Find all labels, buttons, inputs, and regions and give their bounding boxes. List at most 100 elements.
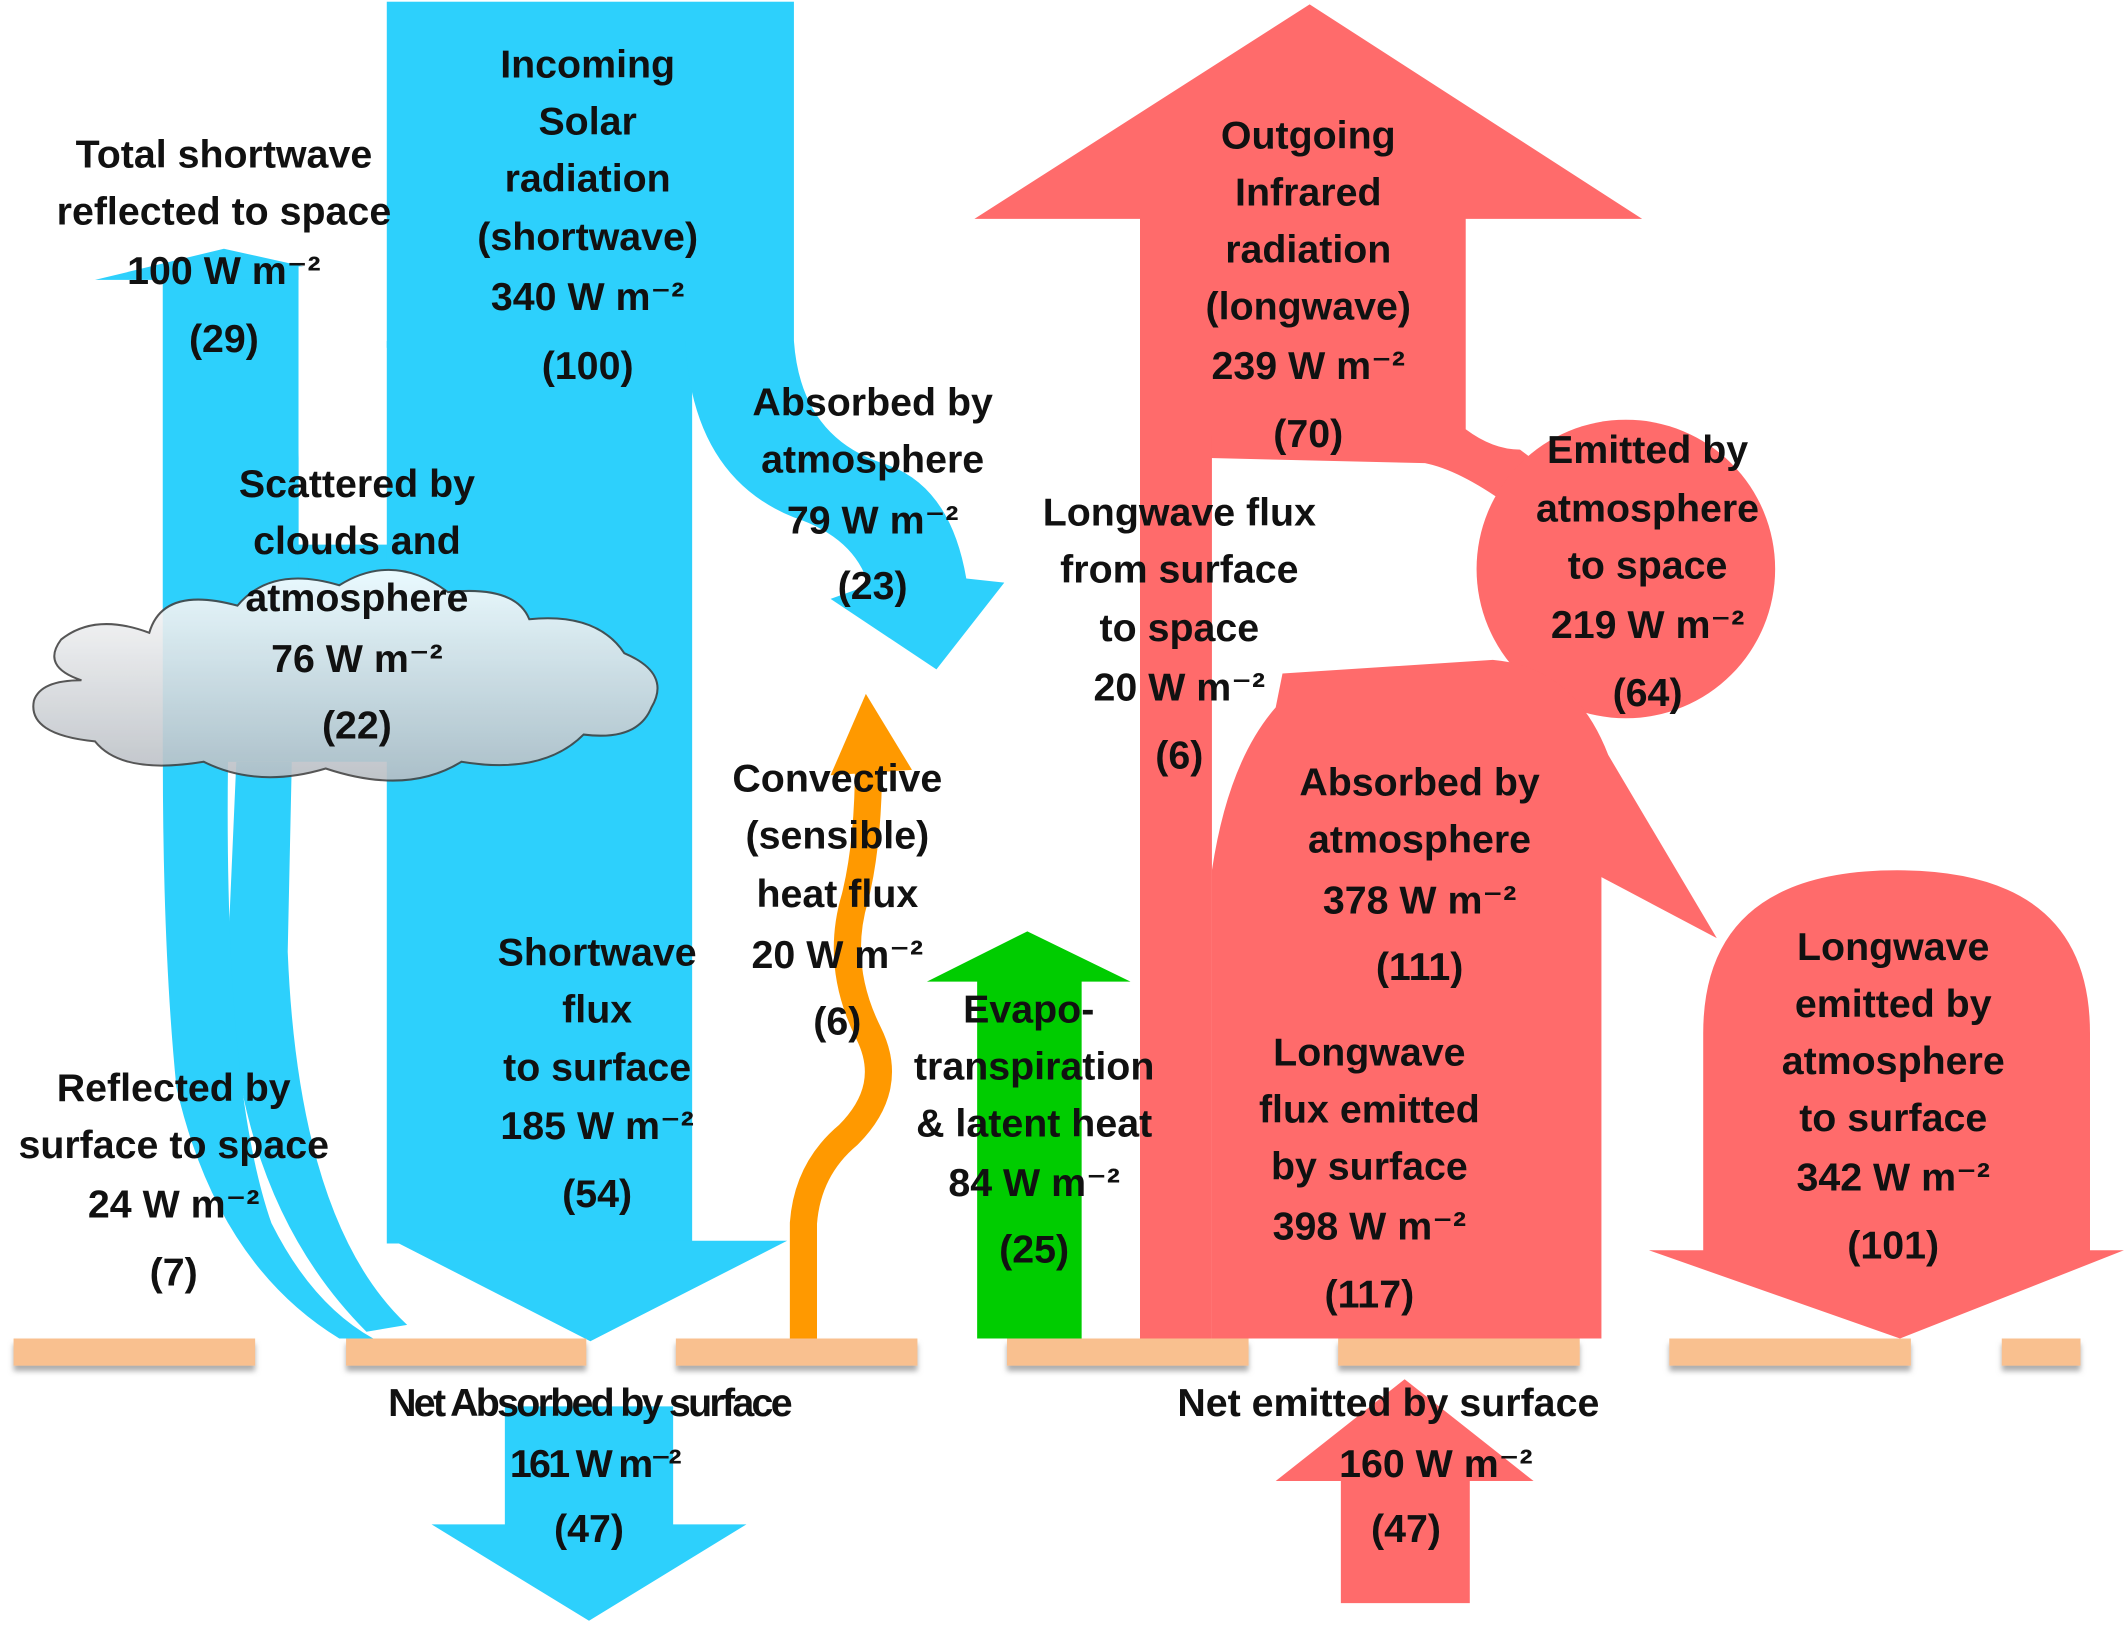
label-line: (longwave)	[1206, 284, 1411, 328]
ground-surface	[13, 1338, 2081, 1366]
convective-arrowhead	[830, 693, 912, 776]
label-value: 84 W m⁻²	[948, 1161, 1120, 1205]
outgoing-ir-arrow	[974, 4, 1643, 504]
net-emitted-arrow	[1275, 1379, 1534, 1604]
label-value: 398 W m⁻²	[1273, 1204, 1466, 1248]
label-percent: (100)	[542, 344, 634, 388]
label-line: to surface	[503, 1046, 691, 1090]
label-percent: (54)	[562, 1172, 632, 1216]
ground-segment	[1007, 1338, 1249, 1366]
label-line: Longwave flux	[1043, 491, 1316, 535]
label-line: radiation	[1225, 227, 1391, 271]
label-percent: (64)	[1613, 671, 1683, 715]
cloud-icon	[32, 568, 659, 782]
label-line: atmosphere	[1782, 1039, 2005, 1083]
label-line: Infrared	[1235, 170, 1381, 214]
label-value: 100 W m⁻²	[127, 249, 321, 293]
label-convective: Convective (sensible) heat flux 20 W m⁻²…	[732, 757, 942, 1044]
label-lw-emitted-surface: Longwave flux emitted by surface 398 W m…	[1259, 1031, 1480, 1317]
label-value: 185 W m⁻²	[500, 1104, 694, 1148]
reflected-shaft	[162, 279, 374, 1339]
label-lw-surface-space: Longwave flux from surface to space 20 W…	[1043, 491, 1316, 778]
label-line: & latent heat	[916, 1101, 1152, 1145]
label-sw-absorbed-atmosphere: Absorbed by atmosphere 79 W m⁻² (23)	[752, 381, 993, 608]
label-line: emitted by	[1795, 982, 1992, 1026]
label-line: flux emitted	[1259, 1088, 1480, 1132]
label-line: Absorbed by	[752, 381, 993, 425]
convective-heat-arrow	[789, 761, 892, 1339]
label-lw-atm-to-surface: Longwave emitted by atmosphere to surfac…	[1782, 925, 2005, 1268]
label-percent: (47)	[1371, 1507, 1441, 1551]
label-value: 340 W m⁻²	[491, 275, 685, 319]
label-percent: (47)	[554, 1507, 624, 1551]
incoming-solar-column	[386, 1, 794, 348]
sw-to-surface-arrowhead	[393, 1240, 788, 1342]
label-value: 20 W m⁻²	[752, 933, 924, 977]
label-value: 342 W m⁻²	[1796, 1156, 1990, 1200]
label-line: atmosphere	[1308, 818, 1531, 862]
label-value: 24 W m⁻²	[88, 1183, 260, 1227]
label-line: Net emitted by surface	[1177, 1381, 1599, 1425]
label-line: atmosphere	[245, 576, 468, 620]
label-percent: (7)	[150, 1251, 198, 1295]
latent-heat-arrow	[926, 931, 1131, 1339]
label-line: Solar	[538, 100, 636, 144]
sw-absorbed-atmosphere-arrow	[685, 341, 1005, 670]
label-line: atmosphere	[761, 438, 984, 482]
label-value: 20 W m⁻²	[1094, 666, 1266, 710]
label-line: radiation	[505, 157, 671, 201]
label-latent: Evapo- transpiration & latent heat 84 W …	[914, 987, 1154, 1271]
label-value: 239 W m⁻²	[1212, 344, 1406, 388]
label-net-emitted: Net emitted by surface 160 W m⁻² (47)	[1177, 1381, 1599, 1551]
label-line: Shortwave	[498, 930, 697, 974]
net-absorbed-arrow	[431, 1406, 747, 1621]
label-line: clouds and	[253, 519, 461, 563]
label-line: by surface	[1271, 1145, 1468, 1189]
label-value: 79 W m⁻²	[787, 499, 959, 543]
ground-segment	[675, 1338, 918, 1366]
label-scattered: Scattered by clouds and atmosphere 76 W …	[239, 462, 475, 748]
ground-segment	[1338, 1338, 1580, 1366]
label-line: Absorbed by	[1299, 761, 1540, 805]
ground-segment	[346, 1338, 587, 1366]
label-percent: (111)	[1376, 945, 1464, 989]
label-percent: (101)	[1847, 1223, 1939, 1267]
label-lw-absorbed-atmosphere: Absorbed by atmosphere 378 W m⁻² (111)	[1299, 761, 1540, 990]
label-line: Longwave	[1797, 925, 1989, 969]
label-line: (sensible)	[746, 814, 930, 858]
label-line: Reflected by	[57, 1066, 291, 1110]
ground-segment	[1669, 1338, 1911, 1366]
label-percent: (22)	[322, 704, 392, 748]
lw-surface-space-column	[1140, 436, 1212, 1339]
label-line: to surface	[1799, 1096, 1987, 1140]
label-value: 76 W m⁻²	[271, 637, 443, 681]
label-percent: (23)	[838, 564, 908, 608]
label-line: flux	[562, 987, 632, 1031]
ground-segment	[2001, 1338, 2081, 1366]
longwave-flows	[974, 4, 2124, 1604]
label-line: Total shortwave	[76, 132, 373, 176]
label-line: transpiration	[914, 1044, 1154, 1088]
label-reflected-surface: Reflected by surface to space 24 W m⁻² (…	[18, 1066, 329, 1295]
label-total-reflected: Total shortwave reflected to space 100 W…	[57, 132, 392, 361]
label-percent: (117)	[1325, 1272, 1415, 1316]
label-value: 378 W m⁻²	[1323, 879, 1517, 923]
label-line: heat flux	[756, 872, 918, 916]
label-line: Incoming	[500, 43, 675, 87]
emitted-atmosphere-space-circle	[1476, 419, 1776, 719]
label-value: 160 W m⁻²	[1339, 1442, 1532, 1486]
label-line: Net Absorbed by surface	[388, 1381, 792, 1425]
label-percent: (70)	[1273, 412, 1343, 456]
label-line: to space	[1100, 606, 1260, 650]
label-line: Convective	[732, 757, 942, 801]
label-percent: (25)	[999, 1228, 1069, 1272]
label-line: surface to space	[18, 1123, 329, 1167]
label-line: (shortwave)	[477, 215, 698, 259]
label-net-absorbed: Net Absorbed by surface 161 W m⁻² (47)	[388, 1381, 794, 1551]
sw-to-surface-column	[386, 341, 693, 1244]
label-line: Scattered by	[239, 462, 475, 506]
ground-segment	[13, 1338, 256, 1366]
label-percent: (6)	[1155, 734, 1203, 778]
label-line: atmosphere	[1536, 487, 1759, 531]
